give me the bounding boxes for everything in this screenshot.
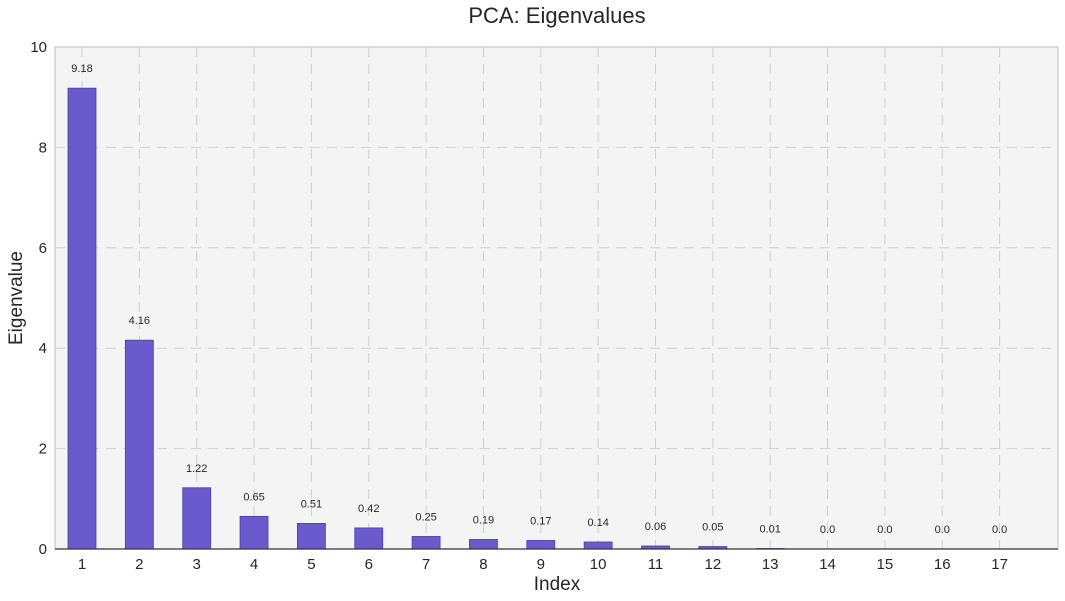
bar-value-label: 0.17 [530, 515, 551, 527]
x-tick-label: 12 [705, 556, 722, 573]
y-tick-label: 4 [39, 340, 47, 357]
y-tick-label: 6 [39, 240, 47, 257]
x-tick-label: 6 [365, 556, 373, 573]
x-tick-label: 8 [479, 556, 487, 573]
x-tick-label: 3 [193, 556, 201, 573]
bar-value-label: 0.51 [301, 498, 322, 510]
bar [469, 539, 498, 550]
plot-area [54, 46, 1059, 550]
x-tick-label: 15 [877, 556, 894, 573]
y-tick-label: 8 [39, 139, 47, 156]
y-tick-label: 2 [39, 441, 47, 458]
x-tick-label: 5 [307, 556, 315, 573]
bar [67, 87, 97, 550]
bar [182, 487, 212, 550]
x-tick-label: 4 [250, 556, 258, 573]
bar [411, 536, 441, 550]
chart-title: PCA: Eigenvalues [468, 3, 645, 28]
bar-value-label: 0.14 [587, 517, 608, 529]
bar-value-label: 0.42 [358, 503, 379, 515]
x-tick-label: 9 [537, 556, 545, 573]
y-tick-labels: 0 2 4 6 8 10 [30, 39, 47, 558]
data-labels: 9.18 4.16 1.22 0.65 0.51 0.42 0.25 0.19 0.17 0.14… [71, 63, 1007, 536]
x-tick-label: 14 [819, 556, 836, 573]
bar-value-label: 0.19 [473, 514, 494, 526]
grid-lines [55, 47, 1058, 549]
x-tick-label: 11 [648, 556, 664, 573]
bar-value-label: 1.22 [186, 463, 207, 475]
bar-value-label: 0.06 [645, 521, 666, 533]
bar-value-label: 4.16 [129, 315, 150, 327]
bar-value-label: 0.01 [759, 523, 780, 535]
bar [583, 541, 613, 550]
x-tick-label: 2 [135, 556, 143, 573]
bar [526, 540, 556, 550]
bar-value-label: 0.0 [820, 524, 835, 536]
x-tick-label: 16 [934, 556, 951, 573]
x-tick-label: 13 [762, 556, 779, 573]
y-tick-label: 10 [30, 39, 47, 56]
bar-value-label: 0.0 [935, 524, 950, 536]
bar-value-label: 0.25 [415, 511, 436, 523]
bar [296, 522, 326, 550]
x-axis-label: Index [534, 574, 581, 595]
bar-value-label: 9.18 [71, 63, 92, 75]
bar [354, 527, 384, 550]
x-tick-labels: 1 2 3 4 5 6 7 8 9 10 11 12 13 14 15 16 17 [78, 556, 1008, 573]
x-tick-label: 7 [422, 556, 430, 573]
bar-value-label: 0.0 [877, 524, 892, 536]
x-tick-label: 17 [991, 556, 1008, 573]
bar [239, 515, 269, 550]
bar-value-label: 0.65 [243, 491, 264, 503]
x-tick-label: 10 [590, 556, 607, 573]
y-axis-label: Eigenvalue [6, 251, 27, 345]
bar-value-label: 0.05 [702, 521, 723, 533]
bar [124, 339, 154, 550]
x-tick-label: 1 [78, 556, 86, 573]
bar-value-label: 0.0 [992, 524, 1007, 536]
y-tick-label: 0 [39, 541, 47, 558]
